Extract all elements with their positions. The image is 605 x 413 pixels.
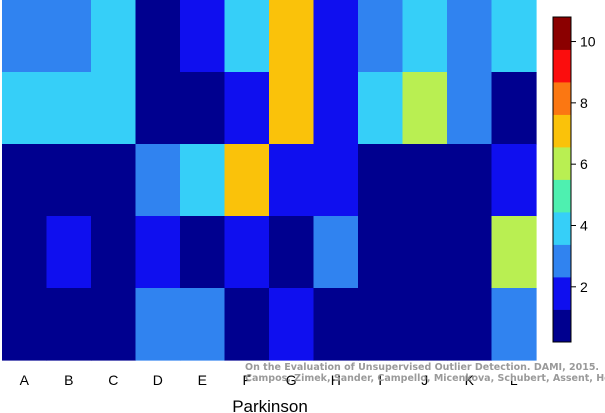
watermark: On the Evaluation of Unsupervised Outlie… [245,362,605,384]
heatmap-cell-F-row3 [224,144,270,217]
heatmap-cell-L-row3 [491,144,537,217]
x-axis-title: Parkinson [232,397,308,413]
x-tick-label-J: J [421,372,428,388]
heatmap-cell-K-row5 [447,288,493,361]
heatmap-cell-D-row2 [135,72,181,145]
heatmap-cell-B-row4 [46,216,92,289]
heatmap-cell-I-row3 [358,144,404,217]
x-tick-label-K: K [465,372,475,388]
heatmap-cell-J-row1 [402,0,448,73]
colorbar-segment-5 [553,179,571,213]
colorbar-tick-label-6: 6 [580,156,588,172]
heatmap-cell-G-row4 [269,216,315,289]
colorbar-segment-6 [553,147,571,180]
x-tick-label-I: I [378,372,382,388]
heatmap-cell-F-row2 [224,72,270,145]
colorbar: 2 4 6 8 10 [552,16,596,343]
heatmap-cell-J-row3 [402,144,448,217]
x-tick-label-D: D [153,372,163,388]
heatmap-cell-A-row3 [2,144,48,217]
heatmap-cell-J-row5 [402,288,448,361]
x-tick-label-E: E [198,372,207,388]
heatmap-cell-D-row5 [135,288,181,361]
colorbar-frame [552,16,572,343]
heatmap-cell-A-row4 [2,216,48,289]
heatmap-cell-K-row1 [447,0,493,73]
colorbar-tick-label-8: 8 [580,95,588,111]
heatmap-cell-G-row2 [269,72,315,145]
heatmap-cell-D-row4 [135,216,181,289]
heatmap-cell-J-row2 [402,72,448,145]
heatmap-cell-J-row4 [402,216,448,289]
heatmap-cell-D-row1 [135,0,181,73]
colorbar-segment-9 [553,49,571,83]
watermark-line-2: Campos, Zimek, Sander, Campello, Micenko… [245,373,605,384]
heatmap-cell-B-row3 [46,144,92,217]
heatmap-cell-A-row2 [2,72,48,145]
heatmap-cell-B-row2 [46,72,92,145]
heatmap-cell-E-row2 [180,72,226,145]
heatmap-cell-H-row3 [313,144,359,217]
heatmap-cell-G-row1 [269,0,315,73]
colorbar-segment-2 [553,277,571,310]
colorbar-segment-8 [553,82,571,115]
heatmap-cell-E-row3 [180,144,226,217]
heatmap-cell-B-row1 [46,0,92,73]
x-axis-ticks: A B C D E F G H I J K L [20,372,518,388]
colorbar-segment-10 [553,17,571,50]
colorbar-segment-7 [553,114,571,148]
heatmap-cell-F-row4 [224,216,270,289]
heatmap-cell-K-row2 [447,72,493,145]
heatmap-cell-B-row5 [46,288,92,361]
heatmap-cell-C-row4 [91,216,137,289]
heatmap-cell-G-row3 [269,144,315,217]
x-tick-label-A: A [20,372,30,388]
heatmap-cell-A-row1 [2,0,48,73]
heatmap-cell-G-row5 [269,288,315,361]
heatmap-cell-I-row2 [358,72,404,145]
heatmap-cell-E-row5 [180,288,226,361]
heatmap-cell-C-row1 [91,0,137,73]
x-tick-label-H: H [331,372,341,388]
heatmap-cell-H-row1 [313,0,359,73]
heatmap-cell-L-row5 [491,288,537,361]
heatmap-cell-H-row4 [313,216,359,289]
heatmap-cell-C-row5 [91,288,137,361]
heatmap-cell-H-row2 [313,72,359,145]
heatmap-cell-E-row1 [180,0,226,73]
heatmap-cell-K-row3 [447,144,493,217]
heatmap-cell-H-row5 [313,288,359,361]
heatmap-cell-I-row4 [358,216,404,289]
heatmap-cell-F-row5 [224,288,270,361]
heatmap-cell-A-row5 [2,288,48,361]
colorbar-tick-label-10: 10 [580,34,596,50]
watermark-line-1: On the Evaluation of Unsupervised Outlie… [245,362,599,373]
x-tick-label-C: C [108,372,118,388]
heatmap-cell-L-row2 [491,72,537,145]
colorbar-tick-label-2: 2 [580,279,588,295]
heatmap-cells [2,0,537,361]
heatmap-cell-C-row2 [91,72,137,145]
heatmap-cell-E-row4 [180,216,226,289]
x-tick-label-F: F [242,372,251,388]
heatmap-cell-D-row3 [135,144,181,217]
colorbar-segment-1 [553,309,571,343]
colorbar-segment-4 [553,212,571,245]
x-tick-label-L: L [510,372,518,388]
heatmap-cell-K-row4 [447,216,493,289]
heatmap-cell-C-row3 [91,144,137,217]
x-tick-label-B: B [64,372,73,388]
heatmap-cell-F-row1 [224,0,270,73]
x-tick-label-G: G [286,372,297,388]
heatmap-cell-I-row5 [358,288,404,361]
colorbar-tick-label-4: 4 [580,217,588,233]
heatmap-cell-L-row1 [491,0,537,73]
heatmap-cell-L-row4 [491,216,537,289]
heatmap-cell-I-row1 [358,0,404,73]
colorbar-segment-3 [553,244,571,278]
